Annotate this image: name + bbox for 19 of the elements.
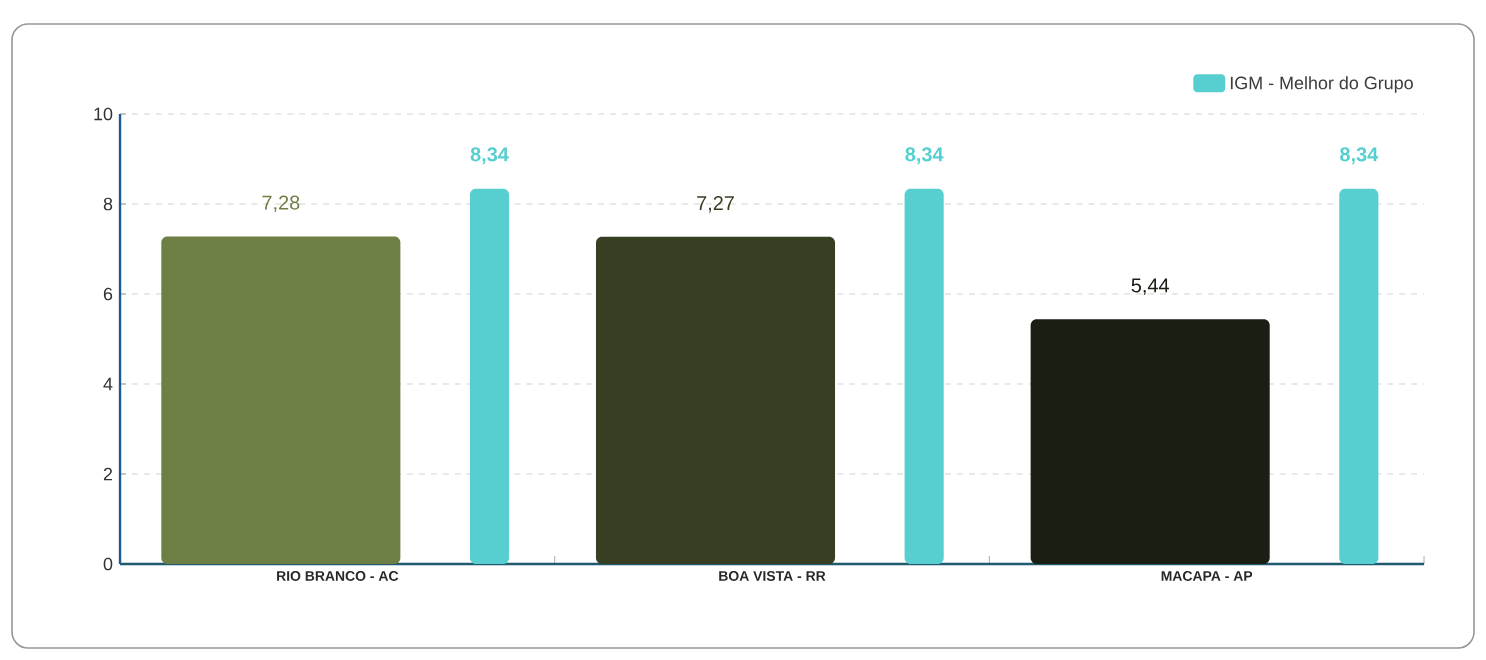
data-label: 7,28	[262, 195, 300, 213]
bar	[1030, 319, 1270, 564]
data-label: 5,44	[1131, 278, 1169, 295]
bar	[1339, 188, 1379, 564]
bar	[161, 236, 401, 564]
y-tick-label: 6	[103, 287, 113, 301]
y-tick-label: 0	[103, 557, 113, 571]
data-label: 7,27	[697, 195, 734, 213]
y-tick-label: 10	[94, 107, 113, 121]
data-label: 8,34	[470, 147, 509, 165]
bar	[595, 236, 836, 564]
bar	[469, 188, 510, 564]
data-label: 8,34	[1340, 147, 1379, 165]
data-label: 8,34	[905, 147, 944, 165]
y-tick-label: 2	[103, 467, 113, 481]
bar	[904, 188, 944, 564]
y-tick-label: 4	[103, 377, 113, 391]
y-tick-label: 8	[103, 197, 113, 211]
legend-label: IGM - Melhor do Grupo	[1230, 76, 1413, 93]
